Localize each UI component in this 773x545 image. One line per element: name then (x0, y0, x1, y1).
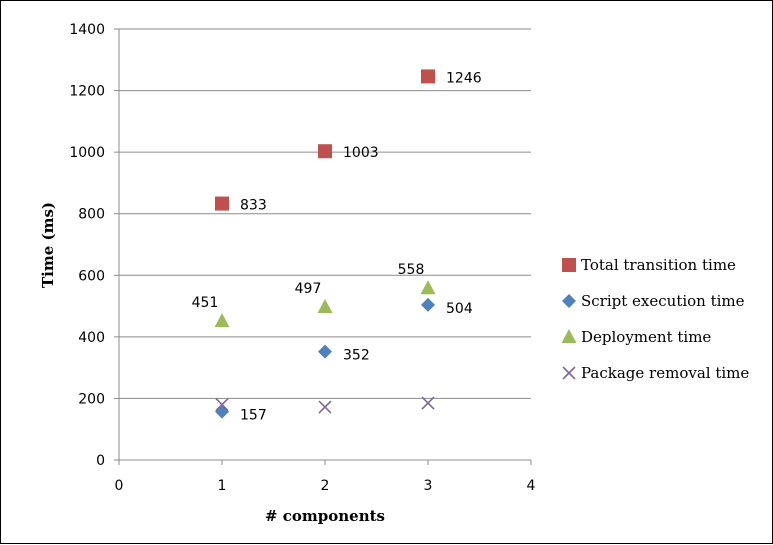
y-tick-label-800: 800 (78, 207, 105, 223)
y-tick-label-1200: 1200 (69, 84, 105, 100)
point-total-transition-time-1 (318, 144, 332, 159)
legend-marker-script-execution-time (562, 294, 576, 308)
y-tick-label-400: 400 (78, 330, 105, 346)
data-label-total-transition-time-2: 1246 (446, 70, 482, 86)
x-tick-label-2: 2 (321, 478, 330, 494)
point-package-removal-time-1 (318, 400, 332, 414)
point-package-removal-time-2 (421, 396, 435, 410)
y-tick-label-1000: 1000 (69, 145, 105, 161)
point-deployment-time-1 (317, 298, 333, 313)
point-deployment-time-2 (420, 280, 436, 295)
legend: Total transition time Script execution ti… (561, 256, 749, 382)
y-tick-label-600: 600 (78, 268, 105, 284)
legend-label-package-removal-time: Package removal time (581, 364, 749, 382)
x-tick-label-4: 4 (527, 478, 536, 494)
point-package-removal-time-2-stroke-b (421, 396, 435, 410)
legend-label-total-transition-time: Total transition time (581, 256, 736, 274)
point-total-transition-time-2 (421, 69, 435, 84)
point-package-removal-time-0 (215, 398, 229, 412)
x-tick-label-3: 3 (424, 478, 433, 494)
y-tick-label-200: 200 (78, 391, 105, 407)
point-total-transition-time-0 (215, 196, 229, 211)
legend-marker-package-removal-time-stroke-b (562, 366, 576, 380)
tick-labels: 0 200 400 600 800 1000 1200 1400 0 1 2 3 4 (69, 22, 535, 494)
point-script-execution-time-2 (421, 297, 435, 312)
data-marks (214, 69, 436, 419)
x-tick-label-0: 0 (115, 478, 124, 494)
data-labels: 833 1003 1246 157 352 504 451 497 558 (192, 70, 482, 423)
legend-label-deployment-time: Deployment time (581, 328, 711, 346)
axes (114, 28, 532, 465)
legend-marker-deployment-time (561, 329, 577, 343)
legend-item-deployment-time: Deployment time (561, 328, 711, 346)
point-package-removal-time-0-stroke-b (215, 398, 229, 412)
data-label-deployment-time-1: 497 (295, 281, 322, 297)
y-tick-label-0: 0 (96, 453, 105, 469)
x-axis-title: # components (265, 507, 385, 525)
data-label-deployment-time-2: 558 (398, 262, 425, 278)
legend-item-package-removal-time: Package removal time (562, 364, 749, 382)
point-script-execution-time-0 (215, 404, 229, 419)
legend-item-script-execution-time: Script execution time (562, 292, 745, 310)
point-deployment-time-0 (214, 313, 230, 328)
legend-label-script-execution-time: Script execution time (581, 292, 745, 310)
data-label-script-execution-time-2: 504 (446, 301, 473, 317)
data-label-script-execution-time-1: 352 (343, 348, 370, 364)
data-label-total-transition-time-0: 833 (240, 198, 267, 214)
data-label-total-transition-time-1: 1003 (343, 145, 379, 161)
y-axis-title: Time (ms) (39, 202, 57, 288)
y-tick-label-1400: 1400 (69, 22, 105, 38)
point-package-removal-time-1-stroke-b (318, 400, 332, 414)
legend-marker-total-transition-time (562, 258, 576, 272)
point-script-execution-time-1 (318, 344, 332, 359)
legend-marker-package-removal-time (562, 366, 576, 380)
data-label-script-execution-time-0: 157 (240, 408, 267, 424)
x-tick-label-1: 1 (218, 478, 227, 494)
data-label-deployment-time-0: 451 (192, 295, 219, 311)
legend-item-total-transition-time: Total transition time (562, 256, 736, 274)
